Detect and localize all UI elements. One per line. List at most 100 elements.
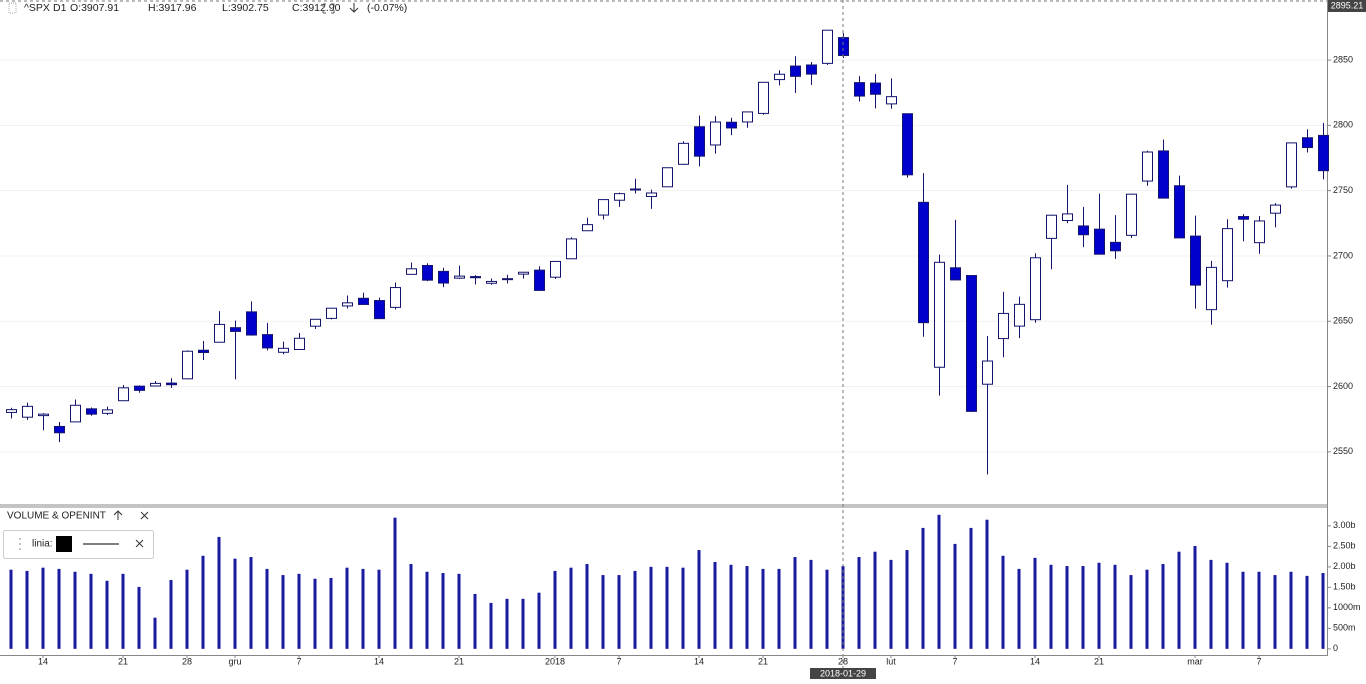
candle-body <box>1206 266 1217 311</box>
candle-body <box>150 382 161 387</box>
maximize-icon[interactable] <box>322 3 335 14</box>
candle-body <box>310 318 321 327</box>
candle-body <box>1270 204 1281 214</box>
volume-bar <box>921 527 925 649</box>
candle-body <box>438 270 449 284</box>
volume-bar <box>201 555 205 649</box>
volume-bar <box>217 536 221 649</box>
close-panel-icon[interactable] <box>140 511 149 520</box>
volume-bar <box>265 568 269 649</box>
crosshair-price: 2895.21 <box>1331 0 1364 10</box>
candle-body <box>806 64 817 75</box>
volume-bar <box>777 568 781 649</box>
candle-body <box>518 271 529 275</box>
candle-body <box>1158 150 1169 199</box>
volume-bar <box>1321 573 1325 649</box>
crosshair-date: 2018-01-29 <box>820 668 866 678</box>
y-tick-label: 2750 <box>1333 185 1353 195</box>
candle-body <box>358 297 369 305</box>
volume-bar <box>393 517 397 649</box>
panel-title: VOLUME & OPENINT <box>7 511 106 522</box>
x-tick-label: 2018 <box>545 656 565 666</box>
volume-bar <box>1273 575 1277 649</box>
volume-bar <box>377 569 381 649</box>
x-tick-label: lut <box>886 656 896 666</box>
candle-body <box>1062 213 1073 222</box>
x-tick-label: 14 <box>694 656 704 666</box>
candle-body <box>102 409 113 414</box>
candle-body <box>662 167 673 188</box>
candle-body <box>998 312 1009 340</box>
candle-body <box>1142 151 1153 182</box>
volume-bar <box>1033 557 1037 649</box>
close-value: C:3912.90 <box>292 2 341 14</box>
header: ^SPX D1 O:3907.91 H:3917.96 L:3902.75 C:… <box>8 2 407 14</box>
y-tick-label: 3.00b <box>1333 520 1356 530</box>
x-tick-label: 21 <box>118 656 128 666</box>
candle-body <box>326 307 337 319</box>
volume-bar <box>105 580 109 649</box>
x-tick-label: 7 <box>616 656 621 666</box>
volume-bar <box>1145 569 1149 649</box>
volume-bar <box>953 543 957 649</box>
y-tick-label: 500m <box>1333 623 1356 633</box>
candle-body <box>182 350 193 380</box>
volume-bar <box>25 570 29 649</box>
drag-handle[interactable] <box>8 2 17 14</box>
candle-body <box>230 327 241 332</box>
candle-body <box>646 192 657 197</box>
x-tick-label: 7 <box>1256 656 1261 666</box>
x-tick-label: 7 <box>952 656 957 666</box>
volume-bar <box>169 579 173 649</box>
legend-label: linia: <box>32 539 53 550</box>
candle-body <box>454 275 465 279</box>
legend-handle[interactable] <box>19 538 21 550</box>
legend-remove-icon[interactable] <box>135 539 144 548</box>
candle-body <box>198 349 209 354</box>
volume-bar <box>329 577 333 649</box>
high-value: H:3917.96 <box>148 2 197 14</box>
volume-bar <box>441 573 445 649</box>
y-tick-label: 0 <box>1333 643 1338 653</box>
y-tick-label: 2550 <box>1333 446 1353 456</box>
candle-body <box>406 268 417 275</box>
volume-bar <box>1001 555 1005 649</box>
volume-bar <box>425 571 429 649</box>
y-tick-label: 2800 <box>1333 120 1353 130</box>
candle-body <box>1174 185 1185 239</box>
symbol: ^SPX <box>24 2 50 14</box>
candle-body <box>1222 228 1233 282</box>
change-value: (-0.07%) <box>367 2 407 14</box>
x-tick-label: mar <box>1187 656 1203 666</box>
candle-body <box>694 126 705 157</box>
x-tick-label: 14 <box>374 656 384 666</box>
candle-body <box>134 385 145 391</box>
candle-body <box>742 111 753 123</box>
volume-bar <box>361 568 365 649</box>
candle-body <box>550 260 561 278</box>
candle-body <box>950 267 961 281</box>
y-tick-label: 2700 <box>1333 250 1353 260</box>
candle-body <box>1094 228 1105 255</box>
low-value: L:3902.75 <box>222 2 269 14</box>
candle-body <box>118 387 129 402</box>
collapse-icon[interactable] <box>349 3 359 13</box>
candle-body <box>1238 216 1249 220</box>
candle-body <box>726 121 737 129</box>
candle-body <box>854 82 865 97</box>
move-up-icon[interactable] <box>113 510 123 520</box>
volume-bar <box>1241 571 1245 649</box>
x-tick-label: 28 <box>838 656 848 666</box>
plot <box>6 29 1329 649</box>
volume-bar <box>761 568 765 649</box>
y-tick-label: 1000m <box>1333 602 1361 612</box>
candle-body <box>246 311 257 336</box>
candle-body <box>294 337 305 350</box>
volume-bar <box>617 575 621 649</box>
volume-bar <box>793 557 797 649</box>
legend-color-swatch[interactable] <box>56 536 72 552</box>
volume-bar <box>1017 568 1021 649</box>
volume-bar <box>153 617 157 649</box>
volume-bar <box>473 593 477 649</box>
candle-body <box>166 382 177 386</box>
